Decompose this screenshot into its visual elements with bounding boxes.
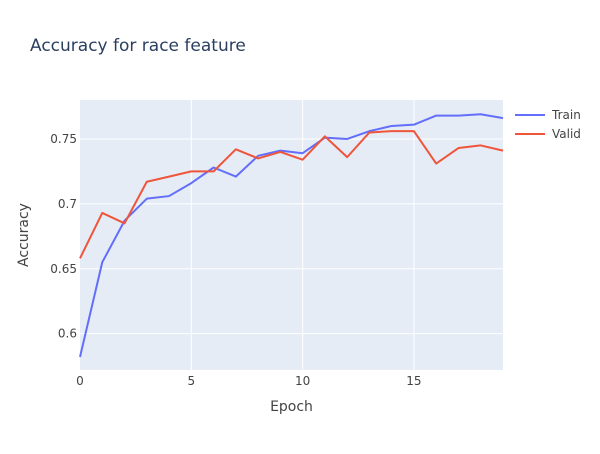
x-axis-title: Epoch [270, 399, 313, 415]
y-tick-label: 0.75 [50, 132, 77, 146]
series-line-train [79, 113, 504, 358]
y-axis-ticks: 0.6 0.65 0.7 0.75 [50, 132, 77, 341]
y-tick-label: 0.65 [50, 262, 77, 276]
x-tick-label: 10 [295, 374, 310, 388]
x-tick-label: 15 [406, 374, 421, 388]
grid-lines [80, 100, 503, 370]
plot-area [80, 100, 503, 370]
y-tick-label: 0.6 [58, 327, 77, 341]
x-tick-label: 5 [187, 374, 195, 388]
legend-label: Valid [552, 127, 581, 141]
x-axis-ticks: 0 5 10 15 [76, 374, 421, 388]
y-axis-title: Accuracy [16, 203, 32, 267]
legend[interactable]: Train Valid [515, 108, 581, 141]
legend-label: Train [551, 108, 581, 122]
series-line-valid [79, 130, 504, 259]
legend-item-train[interactable]: Train [515, 108, 581, 122]
chart-title: Accuracy for race feature [30, 36, 246, 56]
legend-item-valid[interactable]: Valid [515, 127, 581, 141]
x-tick-label: 0 [76, 374, 84, 388]
series-lines [79, 113, 504, 358]
y-tick-label: 0.7 [58, 197, 77, 211]
